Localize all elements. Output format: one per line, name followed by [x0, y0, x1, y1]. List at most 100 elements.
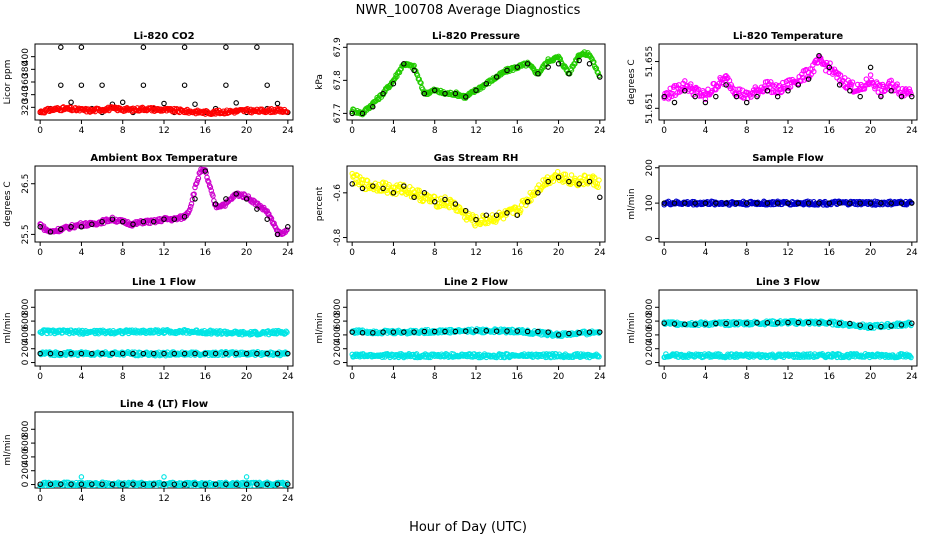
data-point [264, 216, 270, 222]
series-minute [661, 198, 914, 208]
data-point [359, 110, 366, 117]
data-point [795, 82, 802, 88]
data-point [401, 61, 407, 67]
data-point [119, 481, 126, 487]
panel-title: Line 1 Flow [132, 277, 196, 288]
data-point [805, 200, 812, 206]
data-point [207, 184, 214, 191]
x-tick-label: 20 [241, 126, 253, 136]
data-point [233, 191, 239, 197]
data-point [431, 193, 438, 200]
figure-title: NWR_100708 Average Diagnostics [356, 3, 581, 18]
data-point [140, 218, 147, 225]
data-point [479, 219, 485, 226]
data-point [243, 196, 250, 202]
data-point [442, 196, 448, 203]
x-tick-label: 12 [158, 126, 169, 136]
x-tick-label: 0 [661, 248, 667, 258]
data-point [370, 330, 376, 336]
data-point [254, 350, 260, 357]
data-point [243, 474, 250, 480]
y-tick-label: 600 [645, 312, 655, 329]
data-point [733, 320, 740, 326]
data-point [682, 200, 688, 206]
data-point [545, 178, 551, 185]
data-point [431, 328, 438, 335]
y-tick-label: 200 [21, 340, 31, 357]
x-tick-label: 8 [432, 372, 438, 382]
data-point [264, 481, 270, 487]
data-point [661, 200, 667, 206]
data-point [181, 44, 188, 50]
panel-title: Li-820 Pressure [432, 31, 520, 42]
data-point [130, 350, 136, 357]
data-point [37, 481, 43, 487]
plot-area [661, 317, 915, 361]
data-point [254, 206, 260, 212]
data-point [535, 328, 541, 335]
panel-title: Gas Stream RH [434, 153, 519, 164]
data-point [661, 93, 667, 100]
data-point [596, 330, 602, 336]
panel-title: Li-820 CO2 [133, 31, 194, 42]
series-hourly [37, 350, 291, 357]
data-point [596, 354, 602, 360]
data-point [380, 329, 386, 335]
y-tick-label: 67.8 [333, 70, 343, 90]
x-tick-label: 24 [906, 248, 918, 258]
x-tick-label: 8 [744, 248, 750, 258]
data-point [702, 321, 709, 327]
series-minute-low [37, 348, 290, 359]
data-point [878, 323, 884, 330]
x-tick-label: 20 [865, 248, 877, 258]
y-axis-label: ml/min [315, 312, 325, 343]
data-point [171, 350, 178, 357]
x-tick-label: 12 [158, 372, 169, 382]
data-point [692, 93, 698, 100]
data-point [431, 87, 438, 94]
data-point [774, 93, 781, 100]
data-point [836, 320, 843, 326]
panel-4: Ambient Box Temperature degrees C 0 4 8 12 16 2… [3, 153, 294, 258]
data-point [442, 194, 448, 200]
series-hourly [349, 57, 603, 117]
data-point [452, 90, 459, 97]
data-point [161, 350, 167, 357]
x-tick-label: 8 [744, 126, 750, 136]
data-point [888, 77, 894, 84]
series-minute [349, 49, 602, 118]
data-point [161, 216, 167, 222]
x-tick-label: 24 [594, 372, 606, 382]
data-point [826, 64, 833, 71]
series-minute [37, 166, 290, 238]
data-point [785, 88, 791, 94]
data-point [47, 350, 54, 357]
y-tick-label: 400 [21, 48, 31, 65]
data-point [212, 350, 219, 357]
data-point [89, 481, 95, 487]
data-point [555, 332, 562, 338]
data-point [909, 320, 915, 326]
data-point [212, 201, 219, 207]
data-point [595, 184, 601, 191]
data-point [576, 181, 582, 187]
data-point [473, 328, 479, 334]
data-point [774, 320, 781, 326]
series-minute [661, 53, 914, 103]
data-point [264, 82, 270, 88]
data-point [898, 200, 905, 206]
data-point [68, 481, 74, 487]
data-point [524, 328, 531, 335]
x-tick-label: 0 [37, 126, 43, 136]
data-point [89, 221, 95, 228]
data-point [888, 200, 894, 206]
data-point [364, 178, 371, 184]
data-point [535, 190, 541, 196]
x-tick-label: 0 [661, 372, 667, 382]
data-point [254, 44, 260, 50]
series-hourly [661, 200, 915, 206]
y-tick-label: 26.5 [21, 174, 31, 194]
data-point [514, 328, 521, 334]
data-point [390, 329, 397, 335]
panel-title: Line 4 (LT) Flow [120, 399, 208, 410]
